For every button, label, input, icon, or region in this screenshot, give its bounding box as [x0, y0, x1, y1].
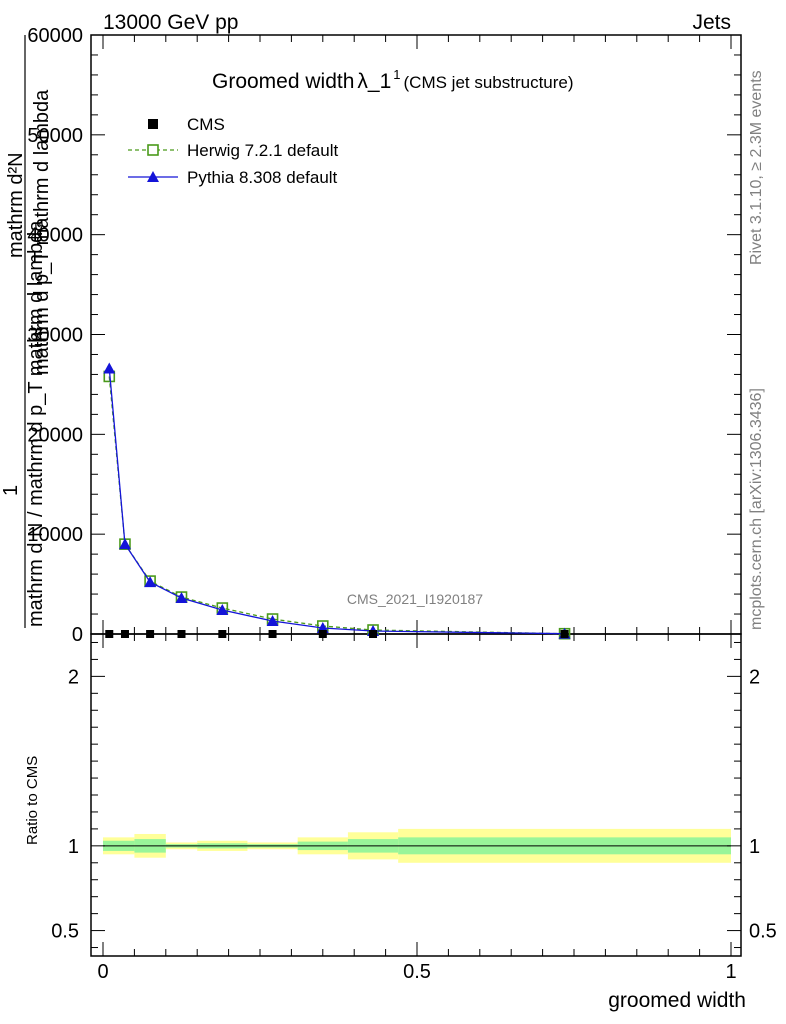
pythia-point	[175, 592, 188, 604]
series-cms	[105, 630, 569, 638]
legend-herwig-label: Herwig 7.2.1 default	[187, 141, 338, 160]
series-pythia	[103, 362, 571, 639]
main-y-tick-labels: 0 10000 20000 30000 40000 50000 60000	[27, 25, 83, 646]
main-y-tick-label: 50000	[27, 125, 83, 147]
chart-title: Groomed width λ_1 1 (CMS jet substructure)	[212, 67, 574, 93]
x-tick-label: 1	[725, 961, 736, 983]
cms-point	[560, 630, 569, 638]
chart-title-sub: (CMS jet substructure)	[404, 73, 574, 92]
legend-cms-marker	[148, 119, 158, 129]
cms-point	[177, 630, 186, 638]
pythia-point	[266, 615, 279, 627]
ratio-y-tick-label-left: 1	[68, 836, 79, 858]
cms-point	[369, 630, 378, 638]
chart-title-sup: 1	[393, 67, 400, 82]
x-tick-label: 0.5	[403, 961, 431, 983]
y-label-top: mathrm d²N	[5, 152, 27, 258]
legend-herwig-marker	[147, 144, 159, 156]
mcplots-info: mcplots.cern.ch [arXiv:1306.3436]	[748, 388, 765, 630]
legend-cms-label: CMS	[187, 115, 225, 134]
ratio-y-tick-labels: 0.5 0.5 1 1 2 2	[51, 666, 777, 942]
y-label-numerator: 1	[0, 485, 22, 496]
main-y-tick-label: 20000	[27, 424, 83, 446]
chart-title-symbol: λ_1	[357, 70, 391, 93]
ratio-y-tick-label-left: 0.5	[51, 921, 79, 943]
chart-title-main: Groomed width	[212, 70, 354, 93]
main-y-tick-label: 0	[72, 624, 83, 646]
ratio-y-tick-label-right: 1	[749, 836, 760, 858]
main-y-tick-label: 30000	[27, 325, 83, 347]
header-process: Jets	[692, 11, 731, 34]
x-axis-label: groomed width	[608, 989, 746, 1012]
main-y-tick-label: 60000	[27, 25, 83, 47]
series-herwig	[103, 370, 571, 640]
header-energy: 13000 GeV pp	[103, 11, 238, 34]
pythia-point	[103, 362, 116, 374]
ratio-panel-frame	[90, 633, 742, 957]
pythia-point	[118, 538, 131, 550]
pythia-point	[216, 604, 229, 616]
cms-point	[146, 630, 155, 638]
herwig-line	[108, 376, 565, 635]
analysis-watermark: CMS_2021_I1920187	[347, 591, 483, 607]
cms-point	[268, 630, 277, 638]
pythia-point	[144, 576, 157, 588]
ratio-y-axis-label: Ratio to CMS	[24, 756, 41, 845]
x-tick-labels: 0 0.5 1	[97, 961, 736, 983]
main-y-axis-label: mathrm d²N mathrm d p_T mathrm d lambda …	[0, 35, 53, 628]
legend-pythia-label: Pythia 8.308 default	[187, 168, 338, 187]
cms-point	[105, 630, 114, 638]
y-label-denominator: mathrm d N / mathrm d p_T mathrm d lambd…	[25, 220, 47, 627]
main-y-tick-label: 10000	[27, 524, 83, 546]
ratio-y-tick-label-right: 2	[749, 666, 760, 688]
cms-point	[120, 630, 129, 638]
ratio-y-tick-label-left: 2	[68, 666, 79, 688]
main-y-tick-label: 40000	[27, 225, 83, 247]
x-tick-label: 0	[97, 961, 108, 983]
legend-pythia-marker	[147, 171, 159, 182]
ratio-y-tick-label-right: 0.5	[749, 921, 777, 943]
cms-point	[318, 630, 327, 638]
legend: CMS Herwig 7.2.1 default Pythia 8.308 de…	[128, 115, 338, 187]
pythia-line	[108, 368, 565, 635]
y-label-bottom: mathrm d p_T mathrm d lambda	[31, 89, 53, 375]
rivet-info: Rivet 3.1.10, ≥ 2.3M events	[748, 70, 765, 265]
cms-point	[218, 630, 227, 638]
